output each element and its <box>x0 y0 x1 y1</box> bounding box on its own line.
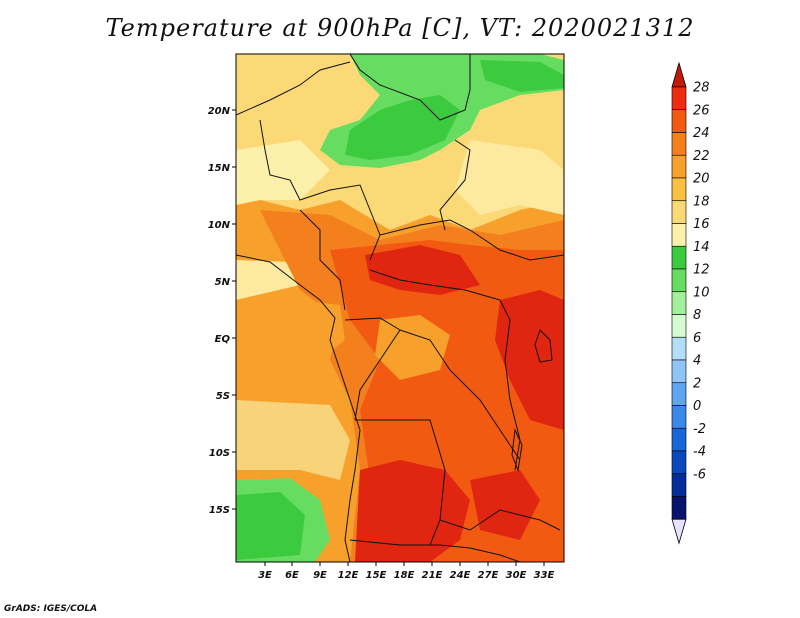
coastline-west <box>236 254 361 562</box>
colorbar-swatch <box>671 200 687 224</box>
colorbar-swatch <box>671 109 687 133</box>
lon-label: 3E <box>258 570 272 581</box>
latitude-axis: 20N 15N 10N 5N EQ 5S 10S 15S <box>208 106 236 516</box>
colorbar-label: 18 <box>693 194 710 209</box>
colorbar-swatch <box>671 382 687 406</box>
border-7 <box>369 269 501 301</box>
hot-core-north <box>365 245 480 295</box>
colorbar-swatch <box>671 268 687 293</box>
colorbar-swatch <box>671 405 687 429</box>
lat-label: 10N <box>208 220 231 231</box>
lon-label: 15E <box>366 570 387 581</box>
colorbar-swatch <box>671 336 687 361</box>
colorbar-swatch <box>671 314 687 338</box>
border-6 <box>439 139 471 231</box>
colorbar-swatch <box>671 427 687 452</box>
lon-label: 27E <box>478 570 499 581</box>
lon-label: 21E <box>422 570 443 581</box>
colorbar-swatch <box>671 496 687 520</box>
gulf-light-band <box>236 260 300 300</box>
borders <box>236 54 564 562</box>
colorbar-swatch <box>671 359 687 384</box>
colorbar-swatch <box>671 86 687 111</box>
map-title: Temperature at 900hPa [C], VT: 202002131… <box>105 14 695 42</box>
temperature-field <box>236 54 564 562</box>
lat-label: 5S <box>216 391 230 402</box>
hot-core-south <box>355 460 470 562</box>
northeast-lighter-zone <box>455 140 564 215</box>
colorbar-label: 26 <box>693 103 710 118</box>
map-frame <box>235 53 565 563</box>
hot-core-east <box>495 290 564 430</box>
colorbar-label: 22 <box>693 149 710 164</box>
colorbar-label: -2 <box>693 422 706 437</box>
lon-label: 6E <box>285 570 299 581</box>
colorbar-label: 12 <box>693 263 710 278</box>
hot-core-southeast <box>470 470 540 540</box>
colorbar-label: 14 <box>693 240 710 255</box>
border-11 <box>439 509 561 531</box>
colorbar-lower-cap <box>671 518 687 545</box>
colorbar-label: 28 <box>693 81 710 96</box>
lat-label: 15S <box>209 505 230 516</box>
grads-credit: GrADS: IGES/COLA <box>4 604 98 614</box>
west-coast-spot <box>300 300 345 360</box>
lat-label: 20N <box>208 106 231 117</box>
colorbar-swatch <box>671 223 687 247</box>
lon-label: 30E <box>506 570 527 581</box>
colorbar-label: 8 <box>693 308 701 323</box>
north-lighter-zone <box>236 140 330 205</box>
border-4 <box>299 209 346 311</box>
colorbar-label: 16 <box>693 217 710 232</box>
colorbar-label: 2 <box>693 376 701 391</box>
colorbar-upper-cap <box>671 61 687 88</box>
cool-patch-southwest-core <box>236 492 305 560</box>
lat-label: 10S <box>209 448 230 459</box>
longitude-axis: 3E 6E 9E 12E 15E 18E 21E 24E 27E 30E 33E <box>258 562 555 581</box>
lake-outline <box>534 329 553 363</box>
lat-label: 5N <box>215 277 231 288</box>
colorbar-label: -6 <box>693 467 706 482</box>
border-13 <box>499 299 521 471</box>
colorbar-label: 4 <box>693 354 701 369</box>
colorbar-swatch <box>671 177 687 202</box>
border-12 <box>349 539 521 562</box>
colorbar-label: 0 <box>693 399 701 414</box>
border-8 <box>344 317 401 421</box>
cool-patch-ne <box>480 60 564 92</box>
colorbar-label: 24 <box>693 126 710 141</box>
lon-label: 9E <box>313 570 327 581</box>
lon-label: 33E <box>534 570 555 581</box>
colorbar-label: -4 <box>693 445 706 460</box>
colorbar-label: 20 <box>693 172 710 187</box>
lon-label: 24E <box>450 570 471 581</box>
lon-label: 12E <box>338 570 359 581</box>
border-3 <box>259 119 381 261</box>
colorbar-swatch <box>671 132 687 156</box>
lat-label: EQ <box>215 334 231 345</box>
border-2 <box>236 61 351 116</box>
lon-label: 18E <box>394 570 415 581</box>
lake-outline-2 <box>511 428 523 472</box>
border-1 <box>349 54 471 121</box>
colorbar-label: 10 <box>693 285 710 300</box>
central-cooler-spot <box>375 315 450 380</box>
colorbar-label: 6 <box>693 331 701 346</box>
colorbar-swatch <box>671 450 687 475</box>
colorbar-swatch <box>671 291 687 315</box>
southern-coast-band <box>236 400 350 480</box>
colorbar-swatch <box>671 245 687 270</box>
border-9 <box>399 329 521 461</box>
border-5 <box>379 219 564 261</box>
colorbar-swatch <box>671 154 687 179</box>
lat-label: 15N <box>208 163 231 174</box>
border-10 <box>355 419 446 546</box>
colorbar-swatch <box>671 473 687 497</box>
